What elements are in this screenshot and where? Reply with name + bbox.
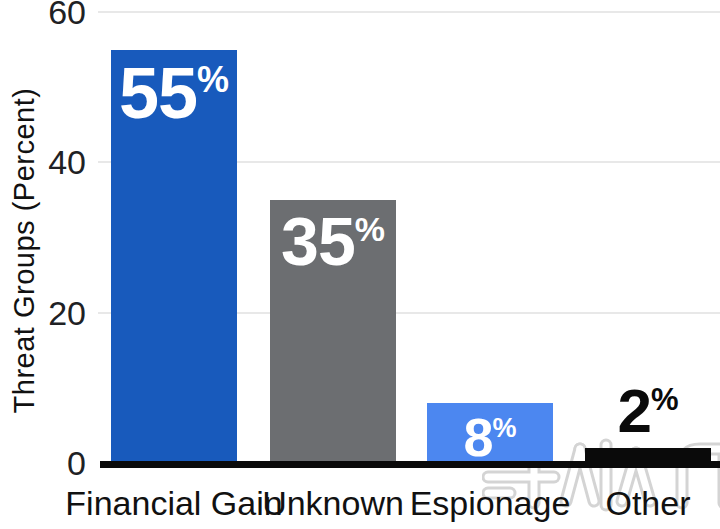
y-axis-title-text: Threat Groups (Percent): [9, 87, 42, 413]
y-tick-label-20: 20: [0, 293, 86, 333]
value-label-financial-gain: 55%: [111, 56, 237, 132]
percent-sign: %: [651, 382, 679, 417]
bar-chart-figure: Threat Groups (Percent) 020406055%Financ…: [0, 0, 720, 529]
value-number: 2: [617, 376, 650, 445]
y-tick-label-0: 0: [0, 443, 86, 483]
value-number: 35: [281, 203, 355, 279]
percent-sign: %: [197, 59, 229, 100]
percent-sign: %: [493, 413, 517, 443]
x-axis-line: [100, 461, 720, 468]
gridline-60: [98, 11, 720, 13]
y-tick-label-60: 60: [0, 0, 86, 32]
y-axis-title: Threat Groups (Percent): [2, 40, 48, 460]
y-tick-label-40: 40: [0, 142, 86, 182]
value-label-unknown: 35%: [270, 206, 396, 277]
value-label-espionage: 8%: [427, 409, 553, 466]
value-number: 8: [463, 407, 492, 467]
percent-sign: %: [355, 210, 385, 248]
category-label-other: Other: [518, 484, 720, 523]
value-label-other: 2%: [585, 378, 711, 443]
plot-area: 020406055%Financial Gain35%Unknown8%Espi…: [0, 0, 720, 529]
value-number: 55: [119, 53, 197, 133]
